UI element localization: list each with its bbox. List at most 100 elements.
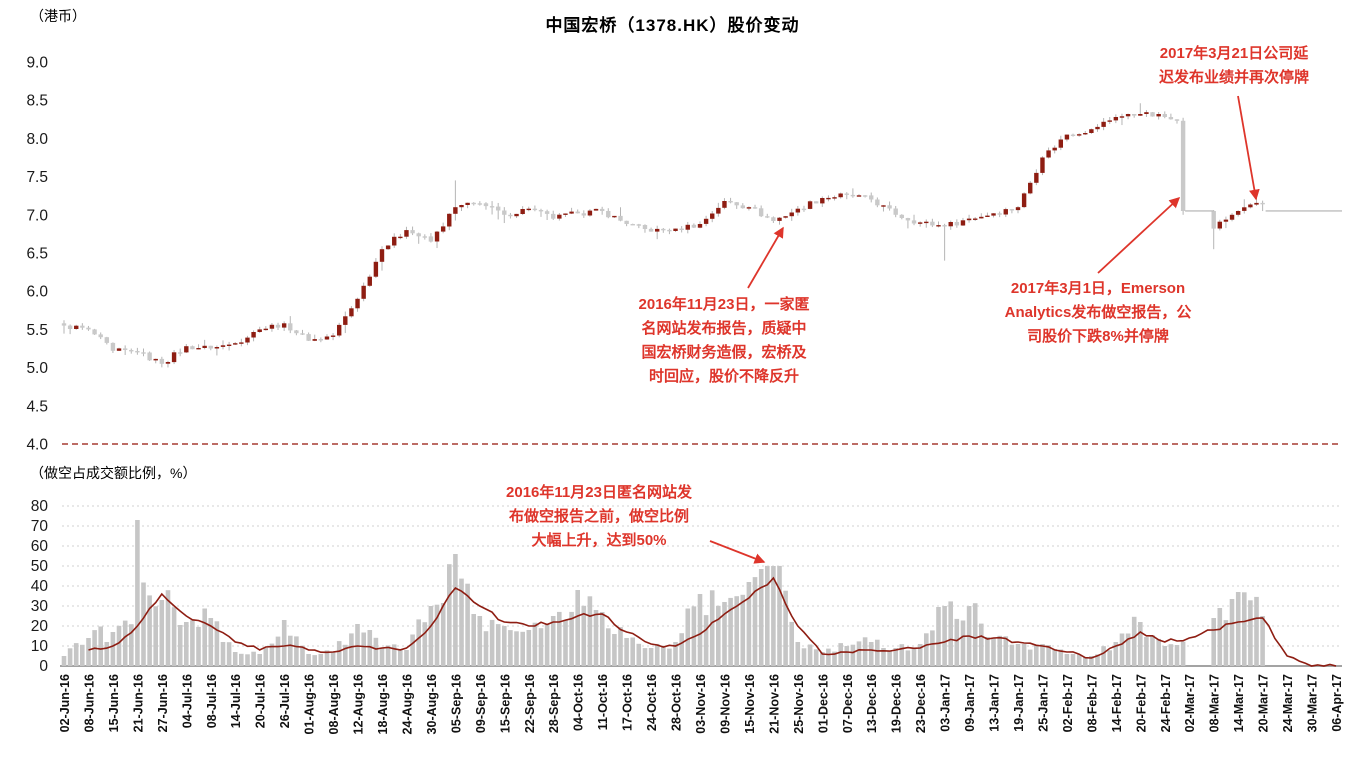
annotation-emerson-mar1: 2017年3月1日，Emerson Analytics发布做空报告，公 司股价下… [976,277,1220,349]
x-axis-date-label: 19-Jan-17 [1012,674,1026,732]
x-axis-date-label: 30-Aug-16 [425,674,439,734]
price-y-tick-label: 5.5 [26,322,48,339]
price-y-tick-label: 6.0 [26,284,48,301]
x-axis-date-label: 13-Dec-16 [865,674,879,733]
x-axis-date-label: 27-Jun-16 [156,674,170,732]
x-axis-date-label: 15-Nov-16 [743,674,757,734]
annotation-line: 名网站发布报告，质疑中 [641,320,807,337]
annotation-line: 2017年3月21日公司延 [1159,45,1309,62]
arrow-emerson-mar1 [1097,197,1181,274]
x-axis-date-label: 20-Jul-16 [254,674,268,728]
price-y-tick-label: 4.5 [26,398,48,415]
ratio-y-tick-label: 0 [39,658,48,675]
x-axis-date-label: 02-Feb-17 [1061,674,1075,732]
x-axis-date-label: 25-Nov-16 [792,674,806,734]
price-y-tick-label: 5.0 [26,360,48,377]
x-axis-date-label: 17-Oct-16 [621,674,635,731]
ratio-y-tick-label: 80 [31,498,49,515]
x-axis-date-label: 02-Jun-16 [58,674,72,732]
x-axis-date-label: 20-Feb-17 [1134,674,1148,732]
price-y-tick-label: 6.5 [26,246,48,263]
x-axis-date-label: 24-Aug-16 [400,674,414,734]
x-axis-date-label: 03-Jan-17 [939,674,953,732]
x-axis-date-label: 21-Nov-16 [767,674,781,734]
annotation-short-ratio-50: 2016年11月23日匿名网站发 布做空报告之前，做空比例 大幅上升，达到50% [466,481,732,553]
x-axis-date-label: 15-Sep-16 [498,674,512,733]
x-axis-date-label: 14-Jul-16 [229,674,243,728]
x-axis-date-label: 20-Mar-17 [1257,674,1271,732]
x-axis-date-label: 07-Dec-16 [841,674,855,733]
annotation-line: 时回应，股价不降反升 [648,368,799,385]
candlestick-series [61,103,1265,368]
price-y-tick-label: 7.0 [26,207,48,224]
ratio-y-tick-label: 40 [31,578,49,595]
x-axis-date-label: 08-Jun-16 [82,674,96,732]
ratio-y-tick-label: 60 [31,538,49,555]
x-axis-date-label: 24-Mar-17 [1281,674,1295,732]
x-axis-date-label: 04-Oct-16 [572,674,586,731]
price-y-tick-label: 7.5 [26,169,48,186]
x-axis-date-label: 24-Feb-17 [1159,674,1173,732]
ratio-y-tick-label: 20 [31,618,49,635]
x-axis-date-label: 04-Jul-16 [180,674,194,728]
x-axis-date-label: 26-Jul-16 [278,674,292,728]
x-axis-date-label: 28-Sep-16 [547,674,561,733]
x-axis-date-label: 09-Sep-16 [474,674,488,733]
x-axis-date-label: 14-Mar-17 [1232,674,1246,732]
x-axis-date-label: 01-Aug-16 [303,674,317,734]
annotation-line: 2017年3月1日，Emerson [1010,280,1186,297]
annotation-line: 大幅上升，达到50% [531,532,667,549]
x-axis-date-label: 12-Aug-16 [352,674,366,734]
x-axis-date-label: 28-Oct-16 [670,674,684,731]
x-axis-date-label: 08-Mar-17 [1208,674,1222,732]
x-axis-date-label: 21-Jun-16 [131,674,145,732]
x-axis-date-label: 19-Dec-16 [890,674,904,733]
arrow-suspension-mar21 [1237,95,1260,201]
x-axis-date-label: 18-Aug-16 [376,674,390,734]
annotation-line: 2016年11月23日匿名网站发 [506,484,692,501]
annotation-arrows [709,95,1260,564]
arrow-nov23-report [747,226,784,289]
annotation-line: 迟发布业绩并再次停牌 [1158,69,1309,86]
annotation-line: Analytics发布做空报告，公 [1004,304,1192,321]
x-axis-date-label: 03-Nov-16 [694,674,708,734]
ratio-y-tick-label: 30 [31,598,49,615]
x-axis-date-label: 22-Sep-16 [523,674,537,733]
x-axis-date-label: 24-Oct-16 [645,674,659,731]
x-axis-date-label: 08-Feb-17 [1085,674,1099,732]
x-axis-date-label: 23-Dec-16 [914,674,928,733]
x-axis-date-label: 09-Jan-17 [963,674,977,732]
x-axis-date-label: 15-Jun-16 [107,674,121,732]
x-axis-date-label: 05-Sep-16 [449,674,463,733]
x-axis-date-label: 13-Jan-17 [988,674,1002,732]
annotation-line: 布做空报告之前，做空比例 [508,508,689,525]
short-ratio-bars [61,520,1265,666]
axis-tick-labels: 9.0 8.5 8.0 7.5 7.0 6.5 6.0 5.5 5.0 4.5 4.0 80 70 60 5… [26,55,1344,735]
x-axis-date-label: 08-Aug-16 [327,674,341,734]
price-axis-unit-label: （港币） [30,8,86,24]
annotation-suspension-mar21: 2017年3月21日公司延 迟发布业绩并再次停牌 [1126,42,1342,90]
annotation-nov23-report: 2016年11月23日，一家匿 名网站发布报告，质疑中 国宏桥财务造假，宏桥及 … [598,293,850,389]
x-axis-date-label: 02-Mar-17 [1183,674,1197,732]
x-axis-date-label: 08-Jul-16 [205,674,219,728]
ratio-y-tick-label: 70 [31,518,49,535]
price-y-tick-label: 4.0 [26,437,48,454]
short-ratio-line [88,576,1337,667]
price-y-tick-label: 8.5 [26,93,48,110]
x-axis-date-label: 25-Jan-17 [1036,674,1050,732]
annotation-line: 司股价下跌8%并停牌 [1027,328,1169,345]
ratio-axis-unit-label: （做空占成交额比例，%） [30,465,197,481]
x-axis-date-label: 09-Nov-16 [718,674,732,734]
ratio-y-tick-label: 50 [31,558,49,575]
annotation-line: 国宏桥财务造假，宏桥及 [641,344,807,361]
arrow-short-ratio-50 [709,540,766,564]
x-axis-date-label: 06-Apr-17 [1330,674,1344,732]
x-axis-date-label: 01-Dec-16 [816,674,830,733]
price-y-tick-label: 8.0 [26,131,48,148]
x-axis-date-label: 30-Mar-17 [1306,674,1320,732]
ratio-y-tick-label: 10 [31,638,49,655]
x-axis-date-label: 14-Feb-17 [1110,674,1124,732]
price-y-tick-label: 9.0 [26,55,48,72]
